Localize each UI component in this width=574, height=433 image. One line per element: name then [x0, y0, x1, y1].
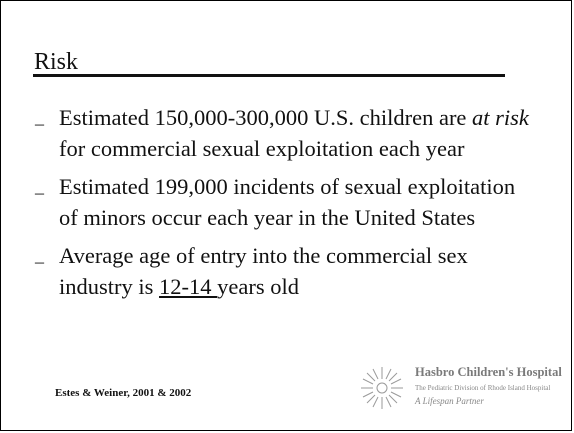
bullet-underlined: 12-14	[159, 274, 218, 299]
bullet-emphasis: at risk	[472, 105, 529, 130]
bullet-item: _ Estimated 150,000-300,000 U.S. childre…	[35, 102, 535, 164]
bullet-text: years old	[217, 274, 299, 299]
logo-name: Hasbro Children's Hospital	[415, 365, 562, 379]
bullet-text: Estimated 150,000-300,000 U.S. children …	[59, 105, 473, 130]
sunburst-icon	[361, 367, 403, 409]
logo-text: Hasbro Children's Hospital The Pediatric…	[415, 365, 562, 406]
bullet-list: _ Estimated 150,000-300,000 U.S. childre…	[35, 102, 535, 309]
bullet-text: Average age of entry into the commercial…	[59, 243, 468, 299]
hospital-logo: Hasbro Children's Hospital The Pediatric…	[359, 365, 562, 417]
title-rule	[33, 74, 505, 77]
slide-title: Risk	[34, 49, 79, 75]
logo-tagline: A Lifespan Partner	[415, 396, 484, 406]
bullet-marker: _	[35, 245, 44, 265]
bullet-marker: _	[35, 107, 44, 127]
bullet-text: Estimated 199,000 incidents of sexual ex…	[59, 174, 516, 230]
logo-subtitle: The Pediatric Division of Rhode Island H…	[415, 384, 551, 392]
bullet-text: for commercial sexual exploitation each …	[59, 136, 465, 161]
citation: Estes & Weiner, 2001 & 2002	[55, 387, 192, 399]
bullet-item: _ Average age of entry into the commerci…	[35, 240, 535, 302]
bullet-marker: _	[35, 176, 44, 196]
bullet-item: _ Estimated 199,000 incidents of sexual …	[35, 171, 535, 233]
